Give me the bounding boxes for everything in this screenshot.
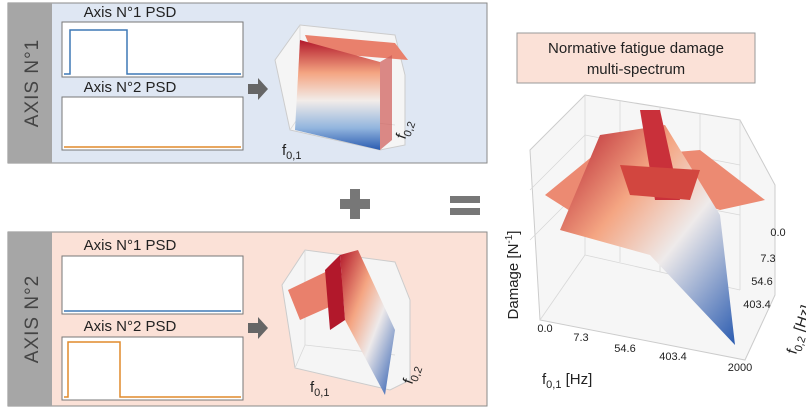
tick-label: 0.0 — [770, 227, 785, 239]
arrow — [248, 317, 268, 339]
axis-label: f0,2 — [400, 362, 425, 387]
psd-title: Axis N°1 PSD — [84, 4, 177, 21]
axis-label: f0,1 — [310, 379, 329, 399]
panel-label-bar — [8, 3, 52, 163]
equals-sign — [450, 208, 480, 215]
equals-sign — [450, 196, 480, 203]
psd-box — [61, 255, 244, 315]
surface — [295, 40, 380, 150]
surface — [305, 35, 408, 60]
psd-title: Axis N°1 PSD — [84, 237, 177, 254]
panel-label: AXIS N°2 — [22, 275, 43, 363]
surface — [380, 55, 392, 150]
tick-label: 54.6 — [751, 276, 772, 288]
plus-sign — [340, 189, 370, 219]
psd-title: Axis N°2 PSD — [84, 79, 177, 96]
tick-label: 2000 — [728, 362, 752, 374]
tick-label: 403.4 — [659, 351, 687, 363]
axis-label: f0,2 [Hz] — [784, 303, 806, 357]
psd-curve — [64, 29, 241, 75]
arrow — [248, 78, 268, 100]
result-title-box — [516, 32, 756, 84]
tick-label: 403.4 — [743, 299, 771, 311]
panel-label-bar — [8, 232, 52, 406]
psd-curve — [64, 341, 241, 398]
result-title: multi-spectrum — [587, 61, 685, 78]
psd-box — [61, 21, 244, 78]
result-title: Normative fatigue damage — [548, 40, 724, 57]
surface — [340, 250, 395, 395]
psd-title: Axis N°2 PSD — [84, 318, 177, 335]
panel-label: AXIS N°1 — [22, 39, 43, 127]
tick-label: 7.3 — [760, 253, 775, 265]
tick-label: 0.0 — [537, 323, 552, 335]
psd-box — [61, 336, 244, 401]
tick-label: 7.3 — [573, 332, 588, 344]
axis-label: Damage [N-1] — [504, 231, 522, 320]
psd-box — [61, 96, 244, 151]
axis-label: f0,2 — [393, 117, 418, 142]
tick-label: 54.6 — [614, 343, 635, 355]
surface — [620, 165, 700, 200]
axis-label: f0,1 [Hz] — [542, 371, 592, 391]
axis-label: f0,1 — [282, 142, 301, 162]
surface — [325, 255, 345, 330]
